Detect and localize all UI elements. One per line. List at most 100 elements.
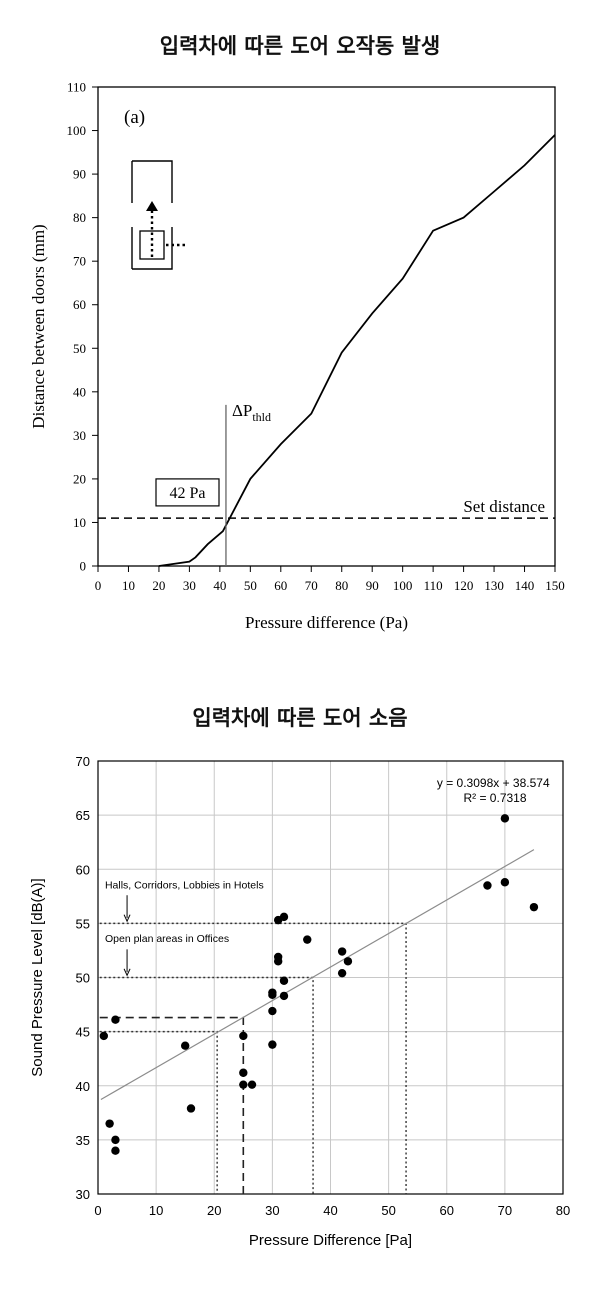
x-tick-label: 20 [207,1203,221,1218]
y-tick-label: 40 [76,1079,90,1094]
data-point [337,968,347,978]
trendline [100,849,535,1101]
data-point [279,991,289,1001]
y-tick-label: 30 [76,1187,90,1202]
y-tick-label: 70 [76,754,90,769]
x-tick-label: 140 [515,578,535,593]
data-point [529,902,539,912]
threshold-label: ΔPthld [232,401,271,424]
distance-series-line [158,134,556,567]
y-tick-label: 80 [73,210,86,225]
y-tick-label: 40 [73,384,86,399]
x-tick-label: 10 [149,1203,163,1218]
x-tick-label: 70 [305,578,318,593]
trend-equation: y = 0.3098x + 38.574 [437,776,550,790]
chart2-title: 입력차에 따른 도어 소음 [192,706,408,730]
x-tick-label: 80 [556,1203,570,1218]
data-point [180,1041,190,1050]
data-point [239,1068,248,1077]
y-tick-label: 100 [67,123,87,138]
x-tick-label: 130 [484,578,504,593]
x-tick-label: 60 [440,1203,454,1218]
y-axis-label: Sound Pressure Level [dB(A)] [29,878,46,1076]
door-arrowhead-icon [146,201,158,211]
x-tick-label: 0 [94,1203,101,1218]
data-point [268,1006,277,1016]
x-tick-label: 70 [498,1203,512,1218]
x-tick-label: 50 [381,1203,395,1218]
y-tick-label: 10 [73,515,86,530]
y-tick-label: 35 [76,1133,90,1148]
plot-frame [97,86,556,567]
x-axis-label: Pressure difference (Pa) [245,613,408,632]
x-tick-label: 30 [183,578,196,593]
y-tick-label: 45 [76,1025,90,1040]
x-tick-label: 10 [122,578,135,593]
x-tick-label: 20 [152,578,165,593]
set-distance-label: Set distance [463,497,545,516]
y-tick-label: 90 [73,167,86,182]
x-tick-label: 150 [545,578,565,593]
x-tick-label: 100 [393,578,413,593]
chart2-svg: 30 35 40 45 50 55 60 65 70 0 10 20 30 40 50 60 70 80 Press… [29,754,570,1249]
trend-r-squared: R² = 0.7318 [463,791,526,805]
y-tick-label: 60 [76,862,90,877]
data-point [239,1080,248,1089]
data-point [500,814,510,823]
x-tick-label: 50 [244,578,257,593]
guide-46-dashed-line [99,1016,245,1194]
halls-arrow-head-icon [123,914,131,923]
data-point [343,957,353,966]
data-point [268,1040,277,1049]
data-point [105,1119,114,1128]
x-tick-label: 0 [95,578,102,593]
plot-frame [97,760,564,1195]
halls-guide-line [99,922,407,1194]
data-point [279,976,289,985]
data-point [99,1031,109,1041]
y-tick-label: 30 [73,428,86,443]
x-tick-label: 60 [274,578,287,593]
x-axis-label: Pressure Difference [Pa] [249,1232,412,1249]
x-tick-label: 30 [265,1203,279,1218]
x-tick-label: 110 [424,578,443,593]
x-tick-label: 90 [366,578,379,593]
chart1-title: 입력차에 따른 도어 오작동 발생 [159,34,441,58]
data-point [111,1135,120,1145]
threshold-value-box [155,478,220,507]
x-tick-label: 40 [213,578,226,593]
door-panel-icon [139,230,165,260]
data-point [186,1104,196,1113]
data-point [279,912,289,922]
data-point [111,1146,120,1155]
x-tick-label: 80 [335,578,348,593]
y-tick-label: 20 [73,471,86,486]
x-tick-label: 40 [323,1203,337,1218]
panel-label: (a) [124,107,145,128]
data-point [239,1031,248,1041]
y-tick-label: 55 [76,916,90,931]
y-tick-label: 0 [80,559,87,574]
y-tick-label: 65 [76,808,90,823]
data-point [268,990,277,1000]
y-tick-label: 60 [73,297,86,312]
data-point [303,935,312,944]
offices-arrow-head-icon [123,968,131,977]
data-point [483,881,492,890]
data-point [273,957,283,966]
threshold-value-label: 42 Pa [170,485,206,502]
y-tick-label: 50 [76,971,90,986]
data-point [111,1015,120,1024]
y-tick-label: 50 [73,341,86,356]
data-point [500,878,510,887]
offices-label: Open plan areas in Offices [105,933,229,945]
y-tick-label: 70 [73,254,86,269]
data-point [337,947,347,956]
data-point [247,1080,257,1089]
halls-label: Halls, Corridors, Lobbies in Hotels [105,880,264,892]
y-axis-label: Distance between doors (mm) [29,224,48,428]
guide-45-line [99,1030,218,1194]
x-tick-label: 120 [454,578,474,593]
y-tick-label: 110 [67,80,86,95]
chart1-svg: 0 10 20 30 40 50 60 70 80 90 100 110 0 10 20 30 40 50 60 70… [29,80,565,633]
